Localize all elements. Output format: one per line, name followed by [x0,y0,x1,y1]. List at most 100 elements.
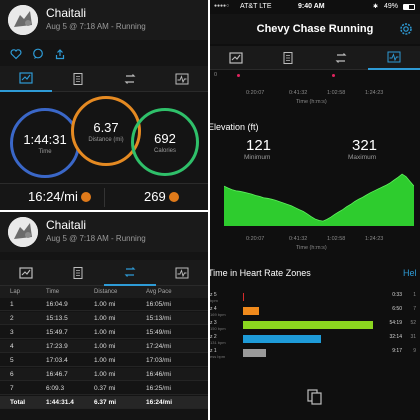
zone-percent: 52 [410,320,416,326]
distance-circle[interactable]: 6.37 Distance (mi) [71,96,141,166]
elevation-max-value: 321 [352,137,378,154]
comment-icon[interactable] [32,48,44,60]
tab-charts[interactable] [156,66,208,92]
zone-time: 54:19 [389,320,402,326]
table-row[interactable]: 4 17:23.9 1.00 mi 17:24/mi [0,340,208,353]
heart-rate-metric[interactable]: 269 [144,189,179,204]
pace-metric[interactable]: 16:24/mi [28,189,91,204]
tab-charts[interactable] [368,46,420,70]
zone-label: z 2 [210,334,217,340]
axis-zero-label: 0 [214,72,218,78]
tab-laps[interactable] [104,260,156,286]
laps-panel: Chaitali Aug 5 @ 7:18 AM - Running Lap T… [0,212,208,420]
pulse-icon [80,191,91,202]
table-row[interactable]: 5 17:03.4 1.00 mi 17:03/mi [0,354,208,367]
zone-bar[interactable] [243,293,244,301]
nav-bar: Chevy Chase Running [210,14,420,44]
help-link[interactable]: Hel [403,268,417,278]
activity-meta: Aug 5 @ 7:18 AM - Running [46,234,146,243]
lap-time: 17:23.9 [46,343,68,350]
total-lap-pace: 16:24/mi [146,399,173,406]
tab-laps[interactable] [315,46,367,70]
table-row[interactable]: 3 15:49.7 1.00 mi 15:49/mi [0,326,208,339]
copy-icon[interactable] [306,388,324,406]
table-row[interactable]: 2 15:13.5 1.00 mi 15:13/mi [0,312,208,325]
calories-value: 692 [154,130,176,146]
zone-bpm: 150 bpm [210,326,226,331]
lap-time: 17:03.4 [46,357,68,364]
zone-bar[interactable] [243,321,373,329]
avatar[interactable] [8,217,38,247]
overview-icon [229,52,243,64]
summary-metrics: 16:24/mi 269 [0,183,208,210]
tab-charts[interactable] [156,260,208,286]
tab-laps[interactable] [104,66,156,92]
time-value: 1:44:31 [23,131,67,147]
clock-label: 9:40 AM [298,3,325,10]
distance-value: 6.37 [93,119,119,135]
lap-distance: 0.37 mi [94,385,116,392]
zone-label: z 5 [210,292,217,298]
activity-tabs [0,66,208,92]
calories-circle[interactable]: 692 Calories [131,108,199,176]
total-lap-number: Total [10,399,26,406]
lap-number: 5 [10,357,14,364]
table-total-row: Total 1:44:31.4 6.37 mi 16:24/mi [0,396,208,409]
lap-pace: 16:25/mi [146,385,171,392]
tab-details[interactable] [52,66,104,92]
elevation-area [224,174,414,226]
activity-user-name[interactable]: Chaitali [46,218,87,232]
elevation-chart[interactable] [224,172,414,226]
zone-time: 0:33 [392,292,402,298]
laps-table-header: Lap Time Distance Avg Pace [0,286,208,298]
lap-pace: 16:05/mi [146,301,171,308]
hr-marker [237,74,240,77]
signal-icon: ●●●●○ [214,3,230,9]
overview-icon [19,267,33,279]
laps-icon [124,74,136,84]
time-circle[interactable]: 1:44:31 Time [10,108,80,178]
total-lap-distance: 6.37 mi [94,399,117,406]
like-icon[interactable] [10,48,22,60]
elevation-max-label: Maximum [348,154,377,161]
lap-distance: 1.00 mi [94,301,116,308]
col-time: Time [46,289,60,295]
tab-overview[interactable] [210,46,262,70]
lap-time: 6:09.3 [46,385,65,392]
elevation-min-label: Minimum [244,154,271,161]
tab-details[interactable] [262,46,314,70]
tab-details[interactable] [52,260,104,286]
zone-bar[interactable] [243,307,259,315]
tab-overview[interactable] [0,66,52,92]
activity-detail-panel: ●●●●○ AT&T LTE 9:40 AM ✱ 49% Chevy Chase… [210,0,420,420]
zone-bar[interactable] [243,349,266,357]
lap-number: 4 [10,343,14,350]
zone-bpm: ess bpm [210,354,226,359]
pulse-icon [168,191,179,202]
lap-number: 6 [10,371,14,378]
time-tick: 1:24:23 [365,90,384,96]
col-avg-pace: Avg Pace [146,289,172,295]
activity-user-name[interactable]: Chaitali [46,6,87,20]
activity-tabs [210,46,420,70]
avatar[interactable] [8,5,38,35]
lap-time: 15:13.5 [46,315,68,322]
share-icon[interactable] [54,48,66,60]
time-tick: 1:02:58 [327,236,346,242]
lap-number: 1 [10,301,14,308]
carrier-label: AT&T LTE [240,3,272,10]
hr-marker [332,74,335,77]
bluetooth-icon: ✱ [373,4,379,10]
gear-icon[interactable] [398,21,414,37]
lap-pace: 17:03/mi [146,357,171,364]
metrics-divider [104,188,105,207]
table-row[interactable]: 7 6:09.3 0.37 mi 16:25/mi [0,382,208,395]
table-row[interactable]: 6 16:46.7 1.00 mi 16:46/mi [0,368,208,381]
zone-bar[interactable] [243,335,321,343]
battery-icon [403,4,415,10]
lap-distance: 1.00 mi [94,371,116,378]
table-row[interactable]: 1 16:04.9 1.00 mi 16:05/mi [0,298,208,311]
zone-percent: 1 [413,292,416,298]
tab-overview[interactable] [0,260,52,286]
